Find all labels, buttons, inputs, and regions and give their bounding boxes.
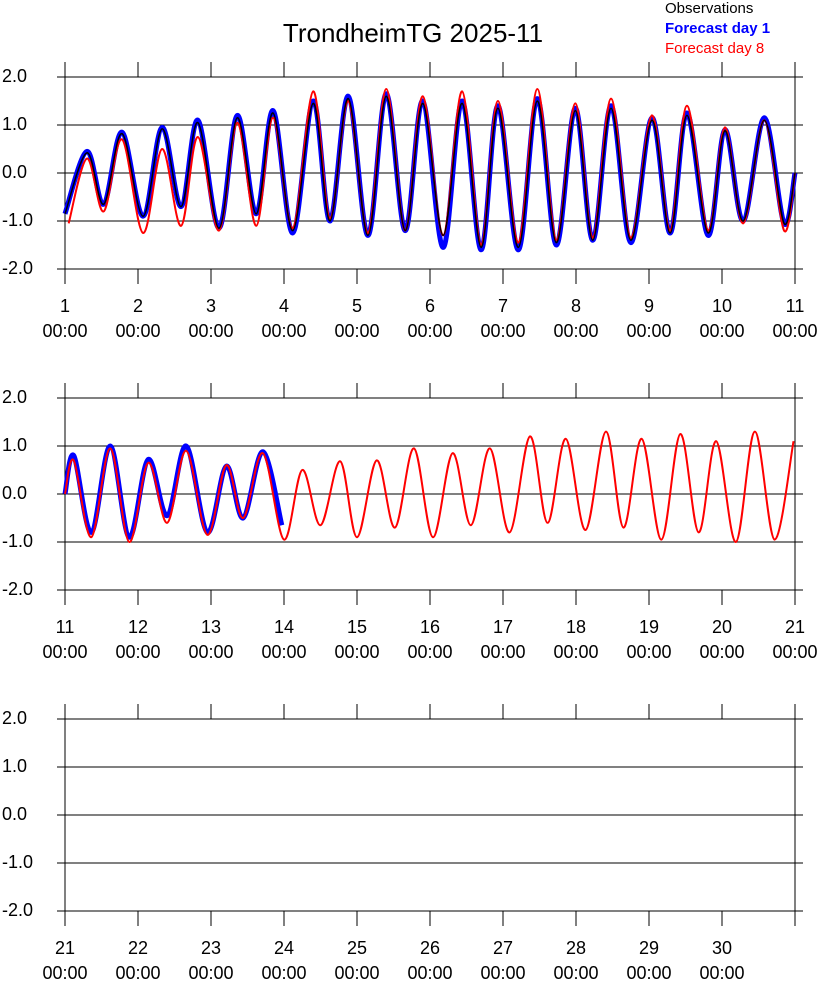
y-tick-label: -2.0 xyxy=(2,258,33,278)
y-tick-label: -1.0 xyxy=(2,210,33,230)
x-tick-label: 18 00:00 xyxy=(553,617,598,662)
x-tick-label: 12 00:00 xyxy=(115,617,160,662)
y-tick-label: -1.0 xyxy=(2,531,33,551)
y-tick-label: 1.0 xyxy=(2,756,27,776)
x-tick-label: 4 00:00 xyxy=(261,296,306,341)
x-tick-label: 1 00:00 xyxy=(42,296,87,341)
x-tick-label: 10 00:00 xyxy=(699,296,744,341)
x-tick-label: 23 00:00 xyxy=(188,938,233,981)
x-tick-label: 22 00:00 xyxy=(115,938,160,981)
x-tick-label: 3 00:00 xyxy=(188,296,233,341)
x-tick-label: 27 00:00 xyxy=(480,938,525,981)
x-tick-label: 5 00:00 xyxy=(334,296,379,341)
y-tick-label: -1.0 xyxy=(2,852,33,872)
y-tick-label: 1.0 xyxy=(2,114,27,134)
x-tick-label: 21 00:00 xyxy=(772,617,817,662)
x-tick-label: 6 00:00 xyxy=(407,296,452,341)
x-tick-label: 11 00:00 xyxy=(772,296,817,341)
x-tick-label: 24 00:00 xyxy=(261,938,306,981)
y-tick-label: 2.0 xyxy=(2,708,27,728)
data-line xyxy=(64,95,796,249)
data-line xyxy=(64,430,795,544)
y-tick-label: 0.0 xyxy=(2,804,27,824)
x-tick-label: 13 00:00 xyxy=(188,617,233,662)
x-tick-label: 9 00:00 xyxy=(626,296,671,341)
y-tick-label: 2.0 xyxy=(2,66,27,86)
y-tick-label: 0.0 xyxy=(2,483,27,503)
x-tick-label: 28 00:00 xyxy=(553,938,598,981)
x-tick-label: 11 00:00 xyxy=(42,617,87,662)
legend-entry: Forecast day 1 xyxy=(665,20,770,37)
x-tick-label: 8 00:00 xyxy=(553,296,598,341)
x-tick-label: 20 00:00 xyxy=(699,617,744,662)
x-tick-label: 7 00:00 xyxy=(480,296,525,341)
y-tick-label: -2.0 xyxy=(2,579,33,599)
x-tick-label: 15 00:00 xyxy=(334,617,379,662)
y-tick-label: 2.0 xyxy=(2,387,27,407)
y-tick-label: 0.0 xyxy=(2,162,27,182)
x-tick-label: 16 00:00 xyxy=(407,617,452,662)
chart-title: TrondheimTG 2025-11 xyxy=(283,18,543,48)
legend-entry: Forecast day 8 xyxy=(665,40,764,57)
x-tick-label: 14 00:00 xyxy=(261,617,306,662)
x-tick-label: 17 00:00 xyxy=(480,617,525,662)
data-line xyxy=(62,443,285,540)
x-tick-label: 19 00:00 xyxy=(626,617,671,662)
x-tick-label: 26 00:00 xyxy=(407,938,452,981)
x-tick-label: 30 00:00 xyxy=(699,938,744,981)
x-tick-label: 25 00:00 xyxy=(334,938,379,981)
legend-entry: Observations xyxy=(665,0,753,17)
x-tick-label: 2 00:00 xyxy=(115,296,160,341)
x-tick-label: 21 00:00 xyxy=(42,938,87,981)
y-tick-label: 1.0 xyxy=(2,435,27,455)
x-tick-label: 29 00:00 xyxy=(626,938,671,981)
y-tick-label: -2.0 xyxy=(2,900,33,920)
